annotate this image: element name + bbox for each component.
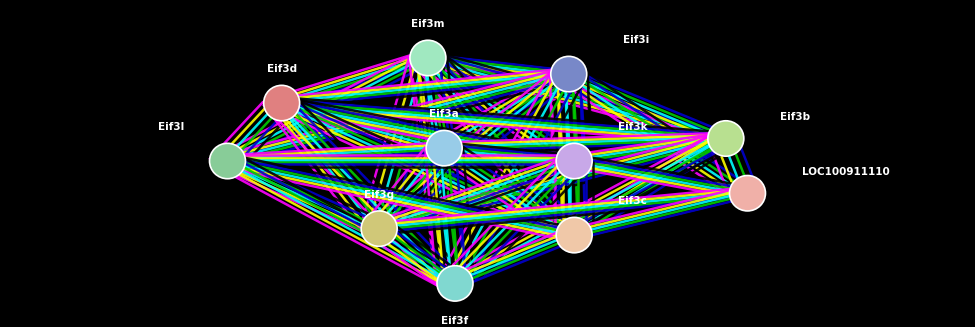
- Ellipse shape: [210, 143, 246, 179]
- Ellipse shape: [708, 121, 744, 156]
- Ellipse shape: [410, 40, 446, 76]
- Text: Eif3f: Eif3f: [442, 316, 469, 326]
- Ellipse shape: [551, 56, 587, 92]
- Text: Eif3d: Eif3d: [266, 64, 296, 74]
- Text: Eif3c: Eif3c: [617, 196, 646, 206]
- Ellipse shape: [426, 130, 462, 166]
- Text: Eif3g: Eif3g: [364, 190, 394, 200]
- Text: Eif3b: Eif3b: [780, 112, 810, 122]
- Text: LOC100911110: LOC100911110: [801, 167, 889, 177]
- Ellipse shape: [556, 217, 592, 253]
- Ellipse shape: [437, 266, 473, 301]
- Text: Eif3a: Eif3a: [429, 109, 459, 119]
- Text: Eif3l: Eif3l: [158, 122, 184, 132]
- Ellipse shape: [361, 211, 397, 246]
- Ellipse shape: [729, 176, 765, 211]
- Ellipse shape: [556, 143, 592, 179]
- Text: Eif3i: Eif3i: [623, 35, 649, 45]
- Ellipse shape: [263, 85, 299, 121]
- Text: Eif3m: Eif3m: [411, 19, 445, 29]
- Text: Eif3k: Eif3k: [617, 122, 647, 132]
